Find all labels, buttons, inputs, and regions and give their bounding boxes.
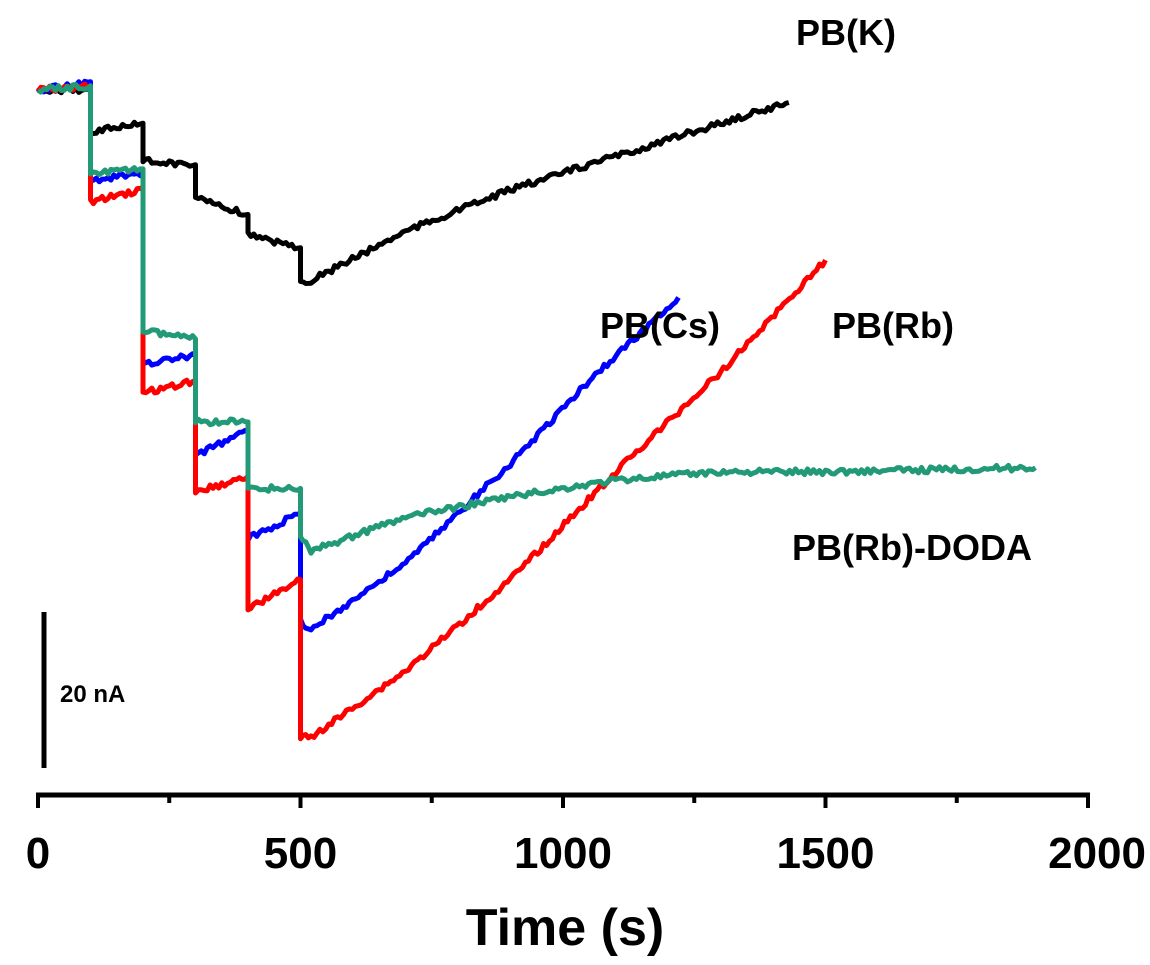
series-line-pb-rb-doda: [36, 82, 1037, 556]
x-tick-label: 500: [264, 829, 337, 878]
series-line-pb-k: [36, 84, 790, 286]
x-tick-label: 0: [26, 829, 50, 878]
scale-bar-label: 20 nA: [60, 681, 125, 708]
series-label: PB(Rb): [832, 305, 954, 346]
x-tick-label: 1500: [777, 829, 875, 878]
x-axis-title: Time (s): [466, 899, 664, 957]
series-layer: [35, 78, 1037, 742]
series-line-pb-rb: [35, 81, 828, 742]
x-axis-ticks: [36, 795, 1090, 808]
series-label: PB(K): [796, 12, 896, 53]
series-line-pb-cs: [35, 78, 681, 633]
series-label: PB(Cs): [600, 305, 720, 346]
series-labels: PB(K) PB(Cs) PB(Rb) PB(Rb)-DODA: [600, 12, 1032, 568]
x-tick-label: 2000: [1048, 829, 1146, 878]
x-axis-tick-labels: 0 500 1000 1500 2000: [26, 829, 1146, 878]
series-label: PB(Rb)-DODA: [792, 527, 1032, 568]
x-tick-label: 1000: [514, 829, 612, 878]
